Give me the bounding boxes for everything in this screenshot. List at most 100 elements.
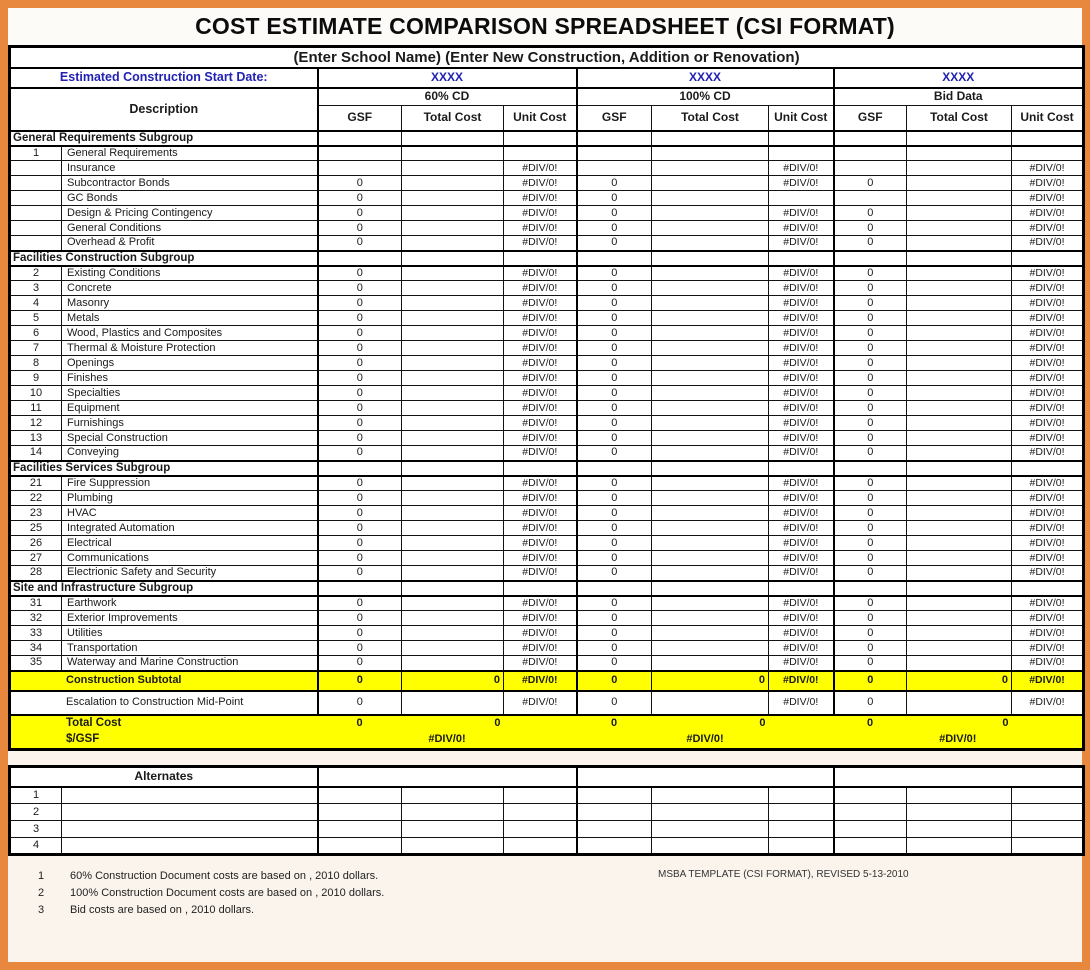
value-cell[interactable]: 0 [832, 220, 907, 236]
value-cell[interactable]: 0 [832, 340, 907, 356]
value-cell[interactable] [651, 459, 769, 477]
value-cell[interactable]: 0 [832, 445, 907, 461]
value-cell[interactable]: 0 [316, 690, 402, 716]
value-cell[interactable] [401, 265, 504, 281]
value-cell[interactable]: 0 [316, 295, 402, 311]
value-cell[interactable] [906, 249, 1012, 267]
alternate-description-cell[interactable] [61, 803, 318, 821]
value-cell[interactable] [832, 579, 907, 597]
value-cell[interactable]: 0 [832, 385, 907, 401]
value-cell[interactable]: #DIV/0! [1010, 475, 1085, 491]
value-cell[interactable]: #DIV/0! [768, 340, 834, 356]
value-cell[interactable]: 0 [316, 265, 402, 281]
value-cell[interactable] [401, 475, 504, 491]
value-cell[interactable]: #DIV/0! [1010, 340, 1085, 356]
value-cell[interactable] [401, 490, 504, 506]
value-cell[interactable] [1010, 145, 1085, 161]
value-cell[interactable] [906, 280, 1012, 296]
value-cell[interactable] [401, 445, 504, 461]
value-cell[interactable]: 0 [316, 445, 402, 461]
value-cell[interactable]: 0 [316, 595, 402, 611]
value-cell[interactable]: 0 [575, 535, 652, 551]
value-cell[interactable] [651, 550, 769, 566]
value-cell[interactable] [906, 340, 1012, 356]
value-cell[interactable] [906, 370, 1012, 386]
value-cell[interactable]: #DIV/0! [768, 490, 834, 506]
value-cell[interactable] [401, 400, 504, 416]
value-cell[interactable] [503, 129, 577, 147]
value-cell[interactable] [906, 640, 1012, 656]
value-cell[interactable] [651, 385, 769, 401]
value-cell[interactable]: 0 [575, 325, 652, 341]
value-cell[interactable] [401, 205, 504, 221]
value-cell[interactable]: #DIV/0! [503, 340, 577, 356]
value-cell[interactable]: #DIV/0! [768, 160, 834, 176]
value-cell[interactable] [651, 490, 769, 506]
value-cell[interactable]: 0 [832, 415, 907, 431]
value-cell[interactable] [651, 220, 769, 236]
value-cell[interactable] [906, 520, 1012, 536]
value-cell[interactable] [906, 355, 1012, 371]
value-cell[interactable]: 0 [316, 640, 402, 656]
value-cell[interactable]: #DIV/0! [1010, 160, 1085, 176]
value-cell[interactable] [906, 220, 1012, 236]
value-cell[interactable]: 0 [832, 535, 907, 551]
value-cell[interactable] [906, 415, 1012, 431]
value-cell[interactable] [502, 837, 578, 855]
value-cell[interactable]: 0 [832, 355, 907, 371]
value-cell[interactable] [651, 610, 769, 626]
value-cell[interactable]: #DIV/0! [503, 550, 577, 566]
value-cell[interactable] [401, 640, 504, 656]
value-cell[interactable]: #DIV/0! [1010, 400, 1085, 416]
value-cell[interactable]: 0 [316, 220, 402, 236]
value-cell[interactable]: #DIV/0! [768, 690, 834, 716]
value-cell[interactable]: #DIV/0! [503, 175, 577, 191]
value-cell[interactable]: #DIV/0! [1010, 505, 1085, 521]
value-cell[interactable]: 0 [832, 655, 907, 671]
value-cell[interactable] [502, 786, 578, 804]
value-cell[interactable] [401, 625, 504, 641]
value-cell[interactable]: #DIV/0! [1010, 690, 1085, 716]
value-cell[interactable]: 0 [575, 355, 652, 371]
value-cell[interactable]: 0 [316, 415, 402, 431]
value-cell[interactable] [906, 445, 1012, 461]
value-cell[interactable]: 0 [316, 625, 402, 641]
total-cost-value[interactable] [503, 713, 577, 732]
value-cell[interactable] [651, 145, 769, 161]
value-cell[interactable]: 0 [832, 280, 907, 296]
value-cell[interactable] [651, 786, 770, 804]
value-cell[interactable]: #DIV/0! [503, 355, 577, 371]
value-cell[interactable]: 0 [575, 690, 652, 716]
value-cell[interactable] [651, 400, 769, 416]
value-cell[interactable] [401, 325, 504, 341]
value-cell[interactable] [401, 595, 504, 611]
value-cell[interactable]: 0 [316, 505, 402, 521]
value-cell[interactable]: #DIV/0! [768, 550, 834, 566]
value-cell[interactable]: 0 [832, 490, 907, 506]
value-cell[interactable]: 0 [316, 475, 402, 491]
value-cell[interactable] [651, 295, 769, 311]
value-cell[interactable] [832, 820, 908, 838]
value-cell[interactable]: 0 [316, 175, 402, 191]
value-cell[interactable]: #DIV/0! [1010, 325, 1085, 341]
value-cell[interactable] [1010, 459, 1085, 477]
value-cell[interactable]: #DIV/0! [768, 625, 834, 641]
value-cell[interactable]: 0 [832, 235, 907, 251]
alternate-description-cell[interactable] [61, 786, 318, 804]
value-cell[interactable]: #DIV/0! [503, 325, 577, 341]
value-cell[interactable]: #DIV/0! [503, 400, 577, 416]
value-cell[interactable]: #DIV/0! [1010, 535, 1085, 551]
value-cell[interactable] [768, 249, 834, 267]
value-cell[interactable] [651, 690, 769, 716]
value-cell[interactable] [1011, 803, 1085, 821]
value-cell[interactable] [401, 249, 504, 267]
value-cell[interactable]: 0 [575, 430, 652, 446]
value-cell[interactable]: #DIV/0! [1010, 565, 1085, 581]
value-cell[interactable]: 0 [316, 355, 402, 371]
value-cell[interactable]: 0 [575, 625, 652, 641]
value-cell[interactable]: 0 [316, 325, 402, 341]
value-cell[interactable] [316, 249, 402, 267]
per-gsf-value[interactable]: #DIV/0! [576, 731, 834, 751]
value-cell[interactable]: 0 [832, 430, 907, 446]
value-cell[interactable] [401, 565, 504, 581]
